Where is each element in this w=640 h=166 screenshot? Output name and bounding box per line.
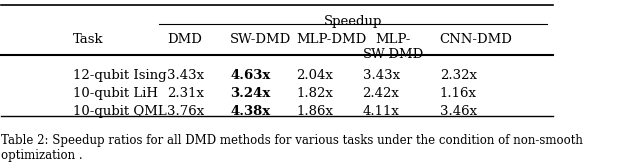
Text: MLP-DMD: MLP-DMD [296,33,367,46]
Text: CNN-DMD: CNN-DMD [440,33,513,46]
Text: 3.46x: 3.46x [440,105,477,118]
Text: 3.24x: 3.24x [230,87,271,100]
Text: Speedup: Speedup [324,15,382,28]
Text: 4.38x: 4.38x [230,105,270,118]
Text: 10-qubit QML: 10-qubit QML [73,105,167,118]
Text: DMD: DMD [167,33,202,46]
Text: MLP-
SW-DMD: MLP- SW-DMD [362,33,424,61]
Text: 2.04x: 2.04x [296,69,333,82]
Text: 4.11x: 4.11x [362,105,399,118]
Text: 2.31x: 2.31x [167,87,204,100]
Text: Table 2: Speedup ratios for all DMD methods for various tasks under the conditio: Table 2: Speedup ratios for all DMD meth… [1,134,583,162]
Text: 12-qubit Ising: 12-qubit Ising [73,69,166,82]
Text: 10-qubit LiH: 10-qubit LiH [73,87,158,100]
Text: 3.76x: 3.76x [167,105,204,118]
Text: Task: Task [73,33,104,46]
Text: 3.43x: 3.43x [167,69,204,82]
Text: 2.32x: 2.32x [440,69,477,82]
Text: 3.43x: 3.43x [362,69,399,82]
Text: SW-DMD: SW-DMD [230,33,291,46]
Text: 2.42x: 2.42x [362,87,399,100]
Text: 1.86x: 1.86x [296,105,333,118]
Text: 1.16x: 1.16x [440,87,477,100]
Text: 4.63x: 4.63x [230,69,271,82]
Text: 1.82x: 1.82x [296,87,333,100]
